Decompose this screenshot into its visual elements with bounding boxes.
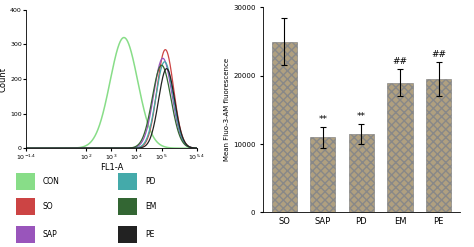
Text: SAP: SAP bbox=[43, 230, 58, 239]
Bar bbox=[118, 226, 137, 243]
Text: EM: EM bbox=[145, 202, 156, 211]
Bar bbox=[16, 173, 35, 190]
Y-axis label: Mean Fluo-3-AM fluorescence: Mean Fluo-3-AM fluorescence bbox=[224, 58, 230, 162]
Bar bbox=[16, 198, 35, 215]
Bar bbox=[118, 198, 137, 215]
Bar bbox=[349, 134, 374, 212]
Text: PD: PD bbox=[145, 177, 155, 186]
Text: ##: ## bbox=[431, 50, 446, 59]
Text: SO: SO bbox=[43, 202, 54, 211]
Text: **: ** bbox=[319, 115, 328, 124]
Y-axis label: Count: Count bbox=[0, 66, 8, 92]
X-axis label: FL1-A: FL1-A bbox=[100, 163, 123, 172]
Text: ##: ## bbox=[392, 57, 408, 66]
Bar bbox=[387, 82, 412, 212]
Text: PE: PE bbox=[145, 230, 155, 239]
Bar bbox=[118, 173, 137, 190]
Bar bbox=[16, 226, 35, 243]
Text: CON: CON bbox=[43, 177, 60, 186]
Bar bbox=[426, 79, 451, 212]
Text: **: ** bbox=[357, 112, 366, 121]
Bar bbox=[310, 137, 336, 212]
Bar bbox=[272, 41, 297, 212]
